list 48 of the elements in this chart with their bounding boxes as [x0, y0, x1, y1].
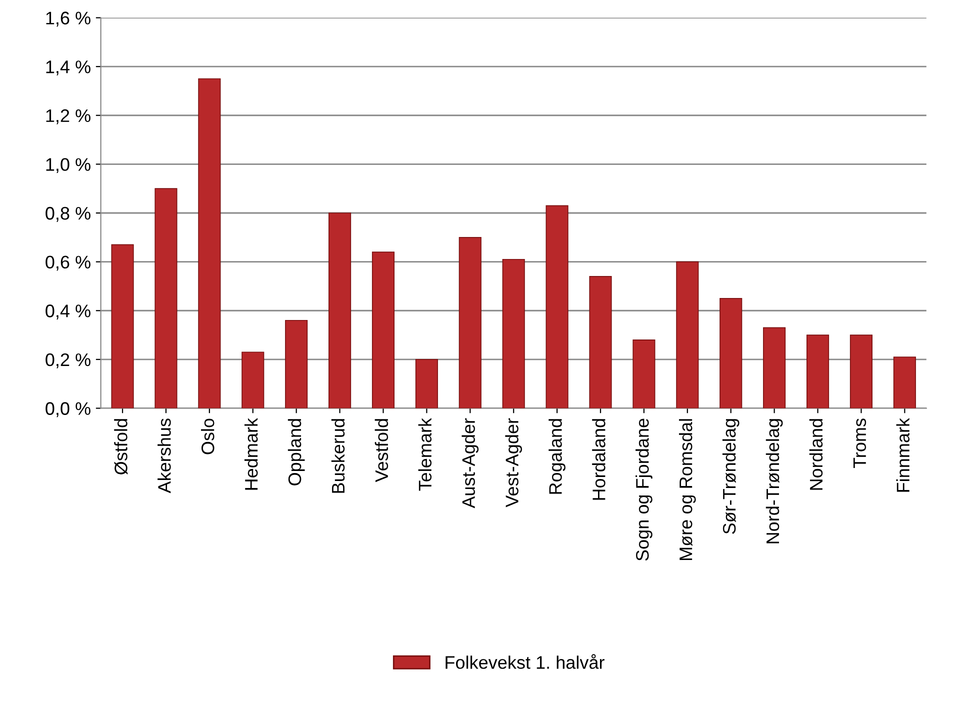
bar [198, 78, 221, 408]
bar [763, 327, 786, 408]
y-tick-label: 0,2 % [46, 353, 90, 368]
x-tick-label: Vest-Agder [505, 418, 522, 508]
x-tick-label: Østfold [114, 419, 128, 475]
y-tick-label: 1,4 % [46, 60, 90, 76]
x-tick-label: Troms [853, 418, 866, 468]
x-tick-label: Sogn og Fjordane [636, 418, 652, 561]
y-tick-label: 1,0 % [46, 158, 90, 174]
x-tick-label: Vestfold [374, 419, 388, 482]
x-tick-label: Nord-Trøndelag [766, 419, 783, 544]
x-tick-label: Nordland [809, 419, 823, 490]
y-tick-label: 1,2 % [46, 109, 90, 124]
bar [372, 252, 395, 408]
bar [328, 212, 352, 408]
bar [502, 258, 525, 408]
bar [589, 276, 612, 408]
x-tick-label: Hedmark [244, 418, 258, 490]
bar [546, 205, 568, 408]
bar [632, 339, 656, 408]
x-tick-label: Akershus [158, 418, 171, 494]
bar [415, 359, 438, 408]
legend-label: Folkevekst 1. halvår [446, 654, 604, 669]
bar [676, 261, 699, 408]
bar [285, 320, 308, 408]
x-tick-label: Aust-Agder [462, 418, 479, 508]
bar [111, 244, 134, 408]
bar [242, 352, 264, 408]
y-tick-label: 1,6 % [46, 12, 90, 27]
bar [458, 236, 482, 408]
y-tick-label: 0,6 % [46, 256, 90, 271]
x-tick-label: Telemark [418, 418, 432, 491]
x-tick-label: Oppland [288, 419, 305, 486]
x-tick-label: Sør-Trøndelag [722, 419, 740, 534]
bar [850, 334, 873, 408]
bar [720, 298, 742, 408]
x-tick-label: Oslo [201, 418, 214, 454]
x-tick-label: Buskerud [331, 419, 345, 493]
x-tick-label: Hordaland [592, 419, 606, 500]
x-tick-label: Rogaland [548, 419, 566, 494]
bar [893, 356, 916, 408]
bar [806, 334, 830, 408]
x-tick-label: Møre og Romsdal [678, 419, 696, 560]
bar [154, 188, 178, 408]
x-tick-label: Finnmark [896, 418, 910, 492]
y-tick-label: 0,8 % [46, 206, 90, 222]
y-tick-label: 0,4 % [46, 304, 90, 320]
y-tick-label: 0,0 % [46, 402, 90, 418]
